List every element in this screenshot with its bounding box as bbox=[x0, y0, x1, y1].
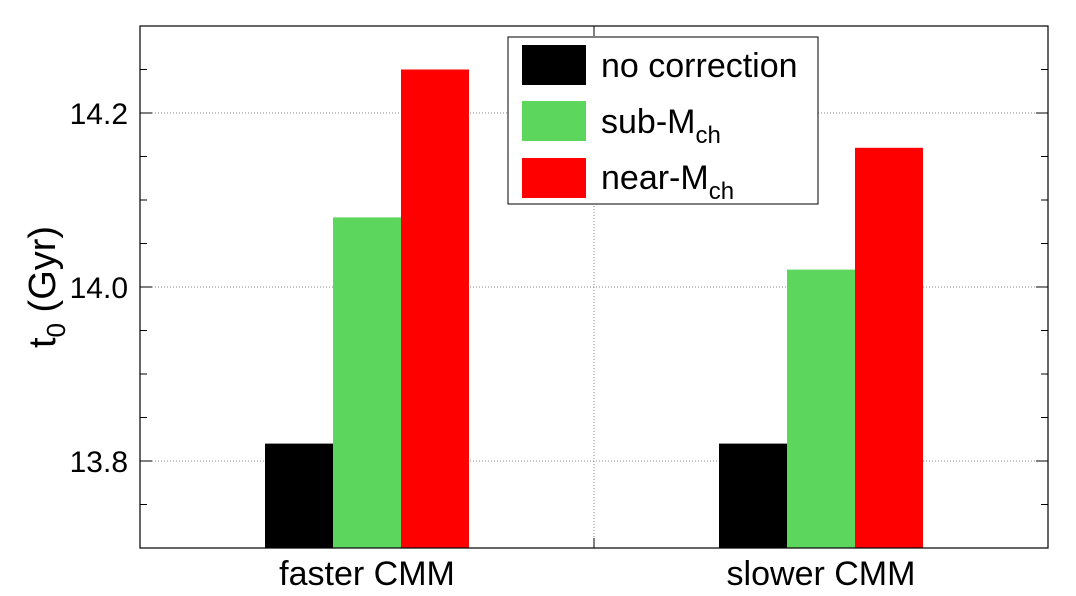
bar-1-0 bbox=[719, 443, 787, 548]
bar-1-1 bbox=[787, 269, 855, 548]
x-tick-label: faster CMM bbox=[279, 555, 455, 593]
legend-swatch-no-correction bbox=[522, 45, 586, 85]
y-axis-label-main: t bbox=[22, 337, 64, 348]
y-tick-label: 13.8 bbox=[70, 446, 128, 479]
y-tick-labels: 13.8 14.0 14.2 bbox=[70, 98, 128, 479]
bar-1-2 bbox=[855, 147, 923, 549]
y-axis-label: t0 (Gyr) bbox=[22, 226, 71, 348]
y-tick-label: 14.0 bbox=[70, 272, 128, 305]
x-tick-label: slower CMM bbox=[727, 555, 916, 593]
legend-swatch-near-mch bbox=[522, 158, 586, 198]
minor-ticks bbox=[140, 26, 1048, 548]
bar-0-2 bbox=[401, 69, 469, 548]
plot-frame bbox=[139, 25, 1049, 549]
y-axis-label-rest: (Gyr) bbox=[22, 226, 64, 323]
y-tick-label: 14.2 bbox=[70, 98, 128, 131]
x-tick-labels: faster CMM slower CMM bbox=[279, 555, 915, 593]
legend-label-no-correction: no correction bbox=[601, 47, 798, 85]
legend-label-near-mch: near-Mch bbox=[601, 159, 734, 205]
y-axis-label-sub: 0 bbox=[41, 323, 71, 337]
legend-label-sub-mch: sub-Mch bbox=[601, 103, 721, 149]
bar-0-0 bbox=[265, 443, 333, 548]
legend-swatch-sub-mch bbox=[522, 101, 586, 141]
bars bbox=[265, 69, 923, 549]
legend: no correction sub-Mch near-Mch bbox=[507, 36, 819, 205]
bar-0-1 bbox=[333, 217, 401, 548]
